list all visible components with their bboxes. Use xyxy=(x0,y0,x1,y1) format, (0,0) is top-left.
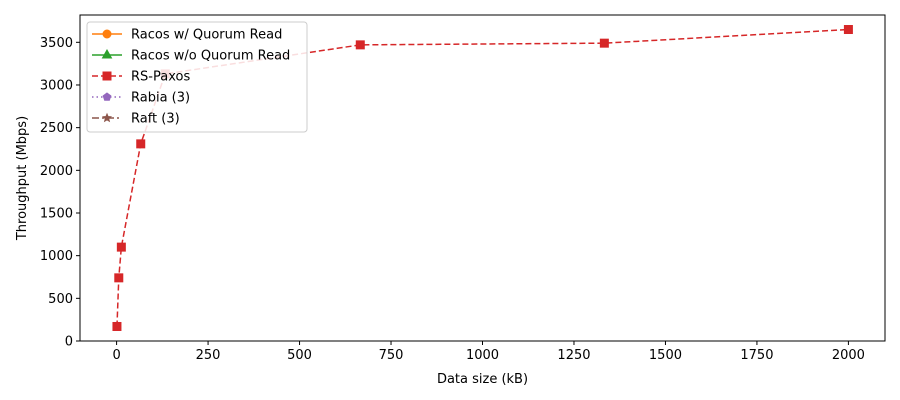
y-tick-label: 1000 xyxy=(40,249,73,264)
legend-box xyxy=(86,21,308,133)
legend-label: Raft (3) xyxy=(131,112,180,127)
x-axis-label: Data size (kB) xyxy=(437,372,528,387)
legend-label: RS-Paxos xyxy=(131,70,190,85)
data-point xyxy=(843,25,853,35)
data-point xyxy=(116,242,126,252)
data-point xyxy=(136,139,146,149)
x-tick-label: 250 xyxy=(196,348,221,363)
legend-swatch-marker xyxy=(101,48,113,59)
x-tick-label: 500 xyxy=(287,348,312,363)
y-tick-label: 0 xyxy=(65,335,73,350)
legend-item: Raft (3) xyxy=(92,112,180,127)
x-tick-label: 1750 xyxy=(740,348,773,363)
data-point xyxy=(599,38,609,48)
legend-swatch-marker xyxy=(102,71,112,81)
legend-swatch-marker xyxy=(102,92,112,101)
legend: Racos w/ Quorum Read Racos w/o Quorum Rea… xyxy=(86,21,308,133)
legend-label: Racos w/ Quorum Read xyxy=(131,28,282,43)
y-tick-label: 500 xyxy=(48,292,73,307)
x-tick-label: 1000 xyxy=(466,348,499,363)
x-tick-label: 750 xyxy=(379,348,404,363)
x-tick-label: 2000 xyxy=(832,348,865,363)
y-tick-label: 2000 xyxy=(40,164,73,179)
axes: 0 250 500 750 1000 1250 1500 1750 2000 0 500 1000 15… xyxy=(40,14,886,363)
data-point xyxy=(112,321,122,331)
y-tick-label: 3000 xyxy=(40,78,73,93)
legend-swatch-marker xyxy=(101,112,113,123)
y-tick-label: 2500 xyxy=(40,121,73,136)
x-tick-label: 1500 xyxy=(649,348,682,363)
legend-swatch-marker xyxy=(102,29,112,39)
y-axis-label: Throughput (Mbps) xyxy=(15,116,30,241)
legend-item: Racos w/ Quorum Read xyxy=(92,28,282,43)
x-tick-label: 0 xyxy=(112,348,120,363)
legend-item: RS-Paxos xyxy=(92,70,190,85)
legend-item: Rabia (3) xyxy=(92,91,190,106)
y-tick-label: 3500 xyxy=(40,36,73,51)
legend-label: Racos w/o Quorum Read xyxy=(131,49,290,64)
x-tick-label: 1250 xyxy=(557,348,590,363)
y-tick-label: 1500 xyxy=(40,206,73,221)
legend-item: Racos w/o Quorum Read xyxy=(92,49,290,64)
data-point xyxy=(355,40,365,50)
legend-label: Rabia (3) xyxy=(131,91,190,106)
data-point xyxy=(114,273,124,283)
